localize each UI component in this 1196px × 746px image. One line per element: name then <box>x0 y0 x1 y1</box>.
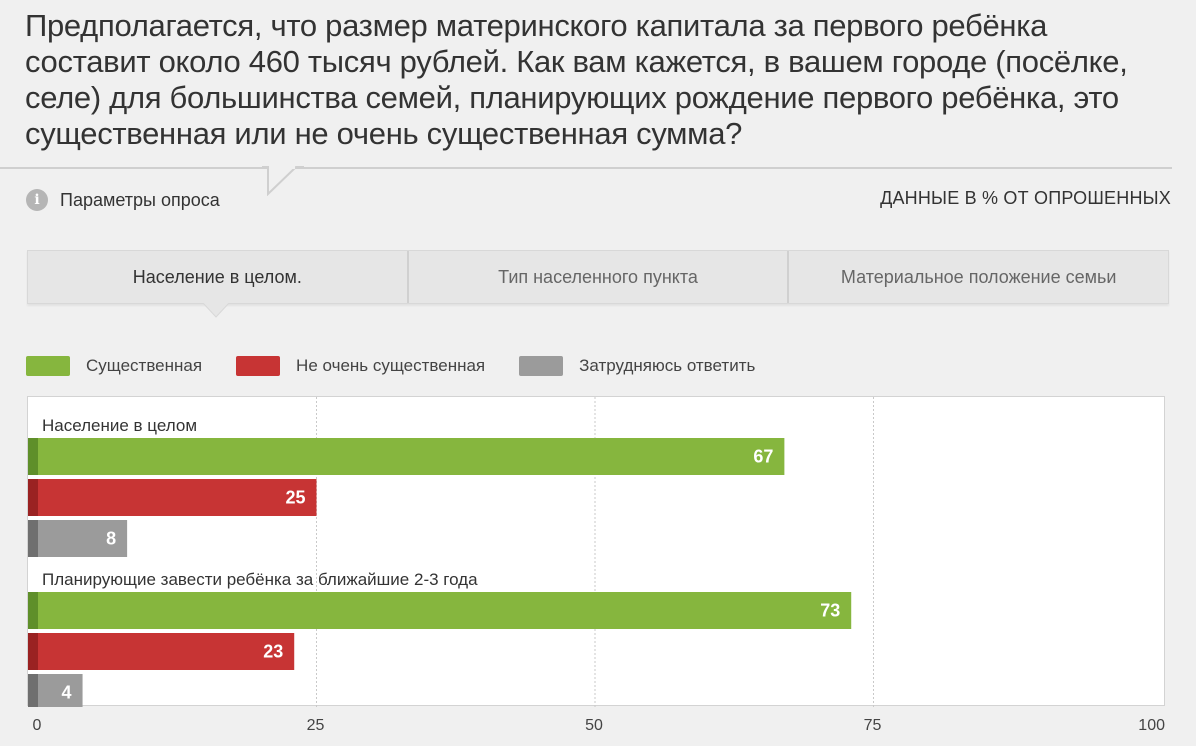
group-label: Планирующие завести ребёнка за ближайшие… <box>42 570 478 589</box>
bar-edge <box>28 520 38 557</box>
bar-edge <box>28 438 38 475</box>
data-label: 23 <box>263 642 283 662</box>
survey-params-label: Параметры опроса <box>60 189 220 210</box>
x-axis-labels: 0 25 50 75 100 <box>33 717 1166 734</box>
bar[interactable] <box>28 520 128 557</box>
header-divider <box>0 167 1172 169</box>
legend-item-not-significant[interactable]: Не очень существенная <box>236 356 485 376</box>
bar-edge <box>28 479 38 516</box>
tab-settlement-type[interactable]: Тип населенного пункта <box>409 251 790 303</box>
chart-plot-area: Население в целом 67 25 8 Планирующие завест… <box>27 396 1165 707</box>
units-label: ДАННЫЕ В % ОТ ОПРОШЕННЫХ <box>880 188 1171 208</box>
bar[interactable] <box>28 633 295 670</box>
legend-item-hard-to-say[interactable]: Затрудняюсь ответить <box>519 356 755 376</box>
legend-swatch-green <box>26 356 70 376</box>
data-label: 25 <box>285 488 305 508</box>
data-label: 4 <box>62 683 72 703</box>
survey-params-link[interactable]: i Параметры опроса <box>26 188 220 212</box>
callout-notch <box>262 166 304 196</box>
legend-item-significant[interactable]: Существенная <box>26 356 202 376</box>
bar[interactable] <box>28 438 785 475</box>
x-tick-label: 25 <box>307 717 325 734</box>
legend-swatch-gray <box>519 356 564 376</box>
x-tick-label: 0 <box>33 717 42 734</box>
survey-question-title: Предполагается, что размер материнского … <box>25 8 1128 151</box>
legend-label: Не очень существенная <box>296 356 486 375</box>
x-tick-label: 100 <box>1138 717 1165 734</box>
bar[interactable] <box>28 479 317 516</box>
legend-label: Существенная <box>86 356 203 375</box>
data-label: 8 <box>106 529 116 549</box>
legend-label: Затрудняюсь ответить <box>579 356 756 375</box>
chart-legend: Существенная Не очень существенная Затру… <box>26 356 789 376</box>
x-tick-label: 50 <box>585 717 603 734</box>
data-label: 67 <box>753 447 773 467</box>
group-label: Население в целом <box>42 416 197 435</box>
legend-swatch-red <box>236 356 281 376</box>
bar-edge <box>28 633 38 670</box>
tab-bar: Население в целом. Тип населенного пункт… <box>27 250 1169 304</box>
data-label: 73 <box>820 601 840 621</box>
info-icon: i <box>26 189 48 211</box>
tab-family-income[interactable]: Материальное положение семьи <box>840 266 1117 287</box>
bar-edge <box>28 674 38 707</box>
x-tick-label: 75 <box>864 717 882 734</box>
bar-edge <box>28 592 38 629</box>
active-tab-pointer <box>203 303 229 318</box>
bar-chart: Население в целом 67 25 8 Планирующие завест… <box>28 397 874 707</box>
bar[interactable] <box>28 592 852 629</box>
tab-population-overall[interactable]: Население в целом. <box>28 251 409 303</box>
